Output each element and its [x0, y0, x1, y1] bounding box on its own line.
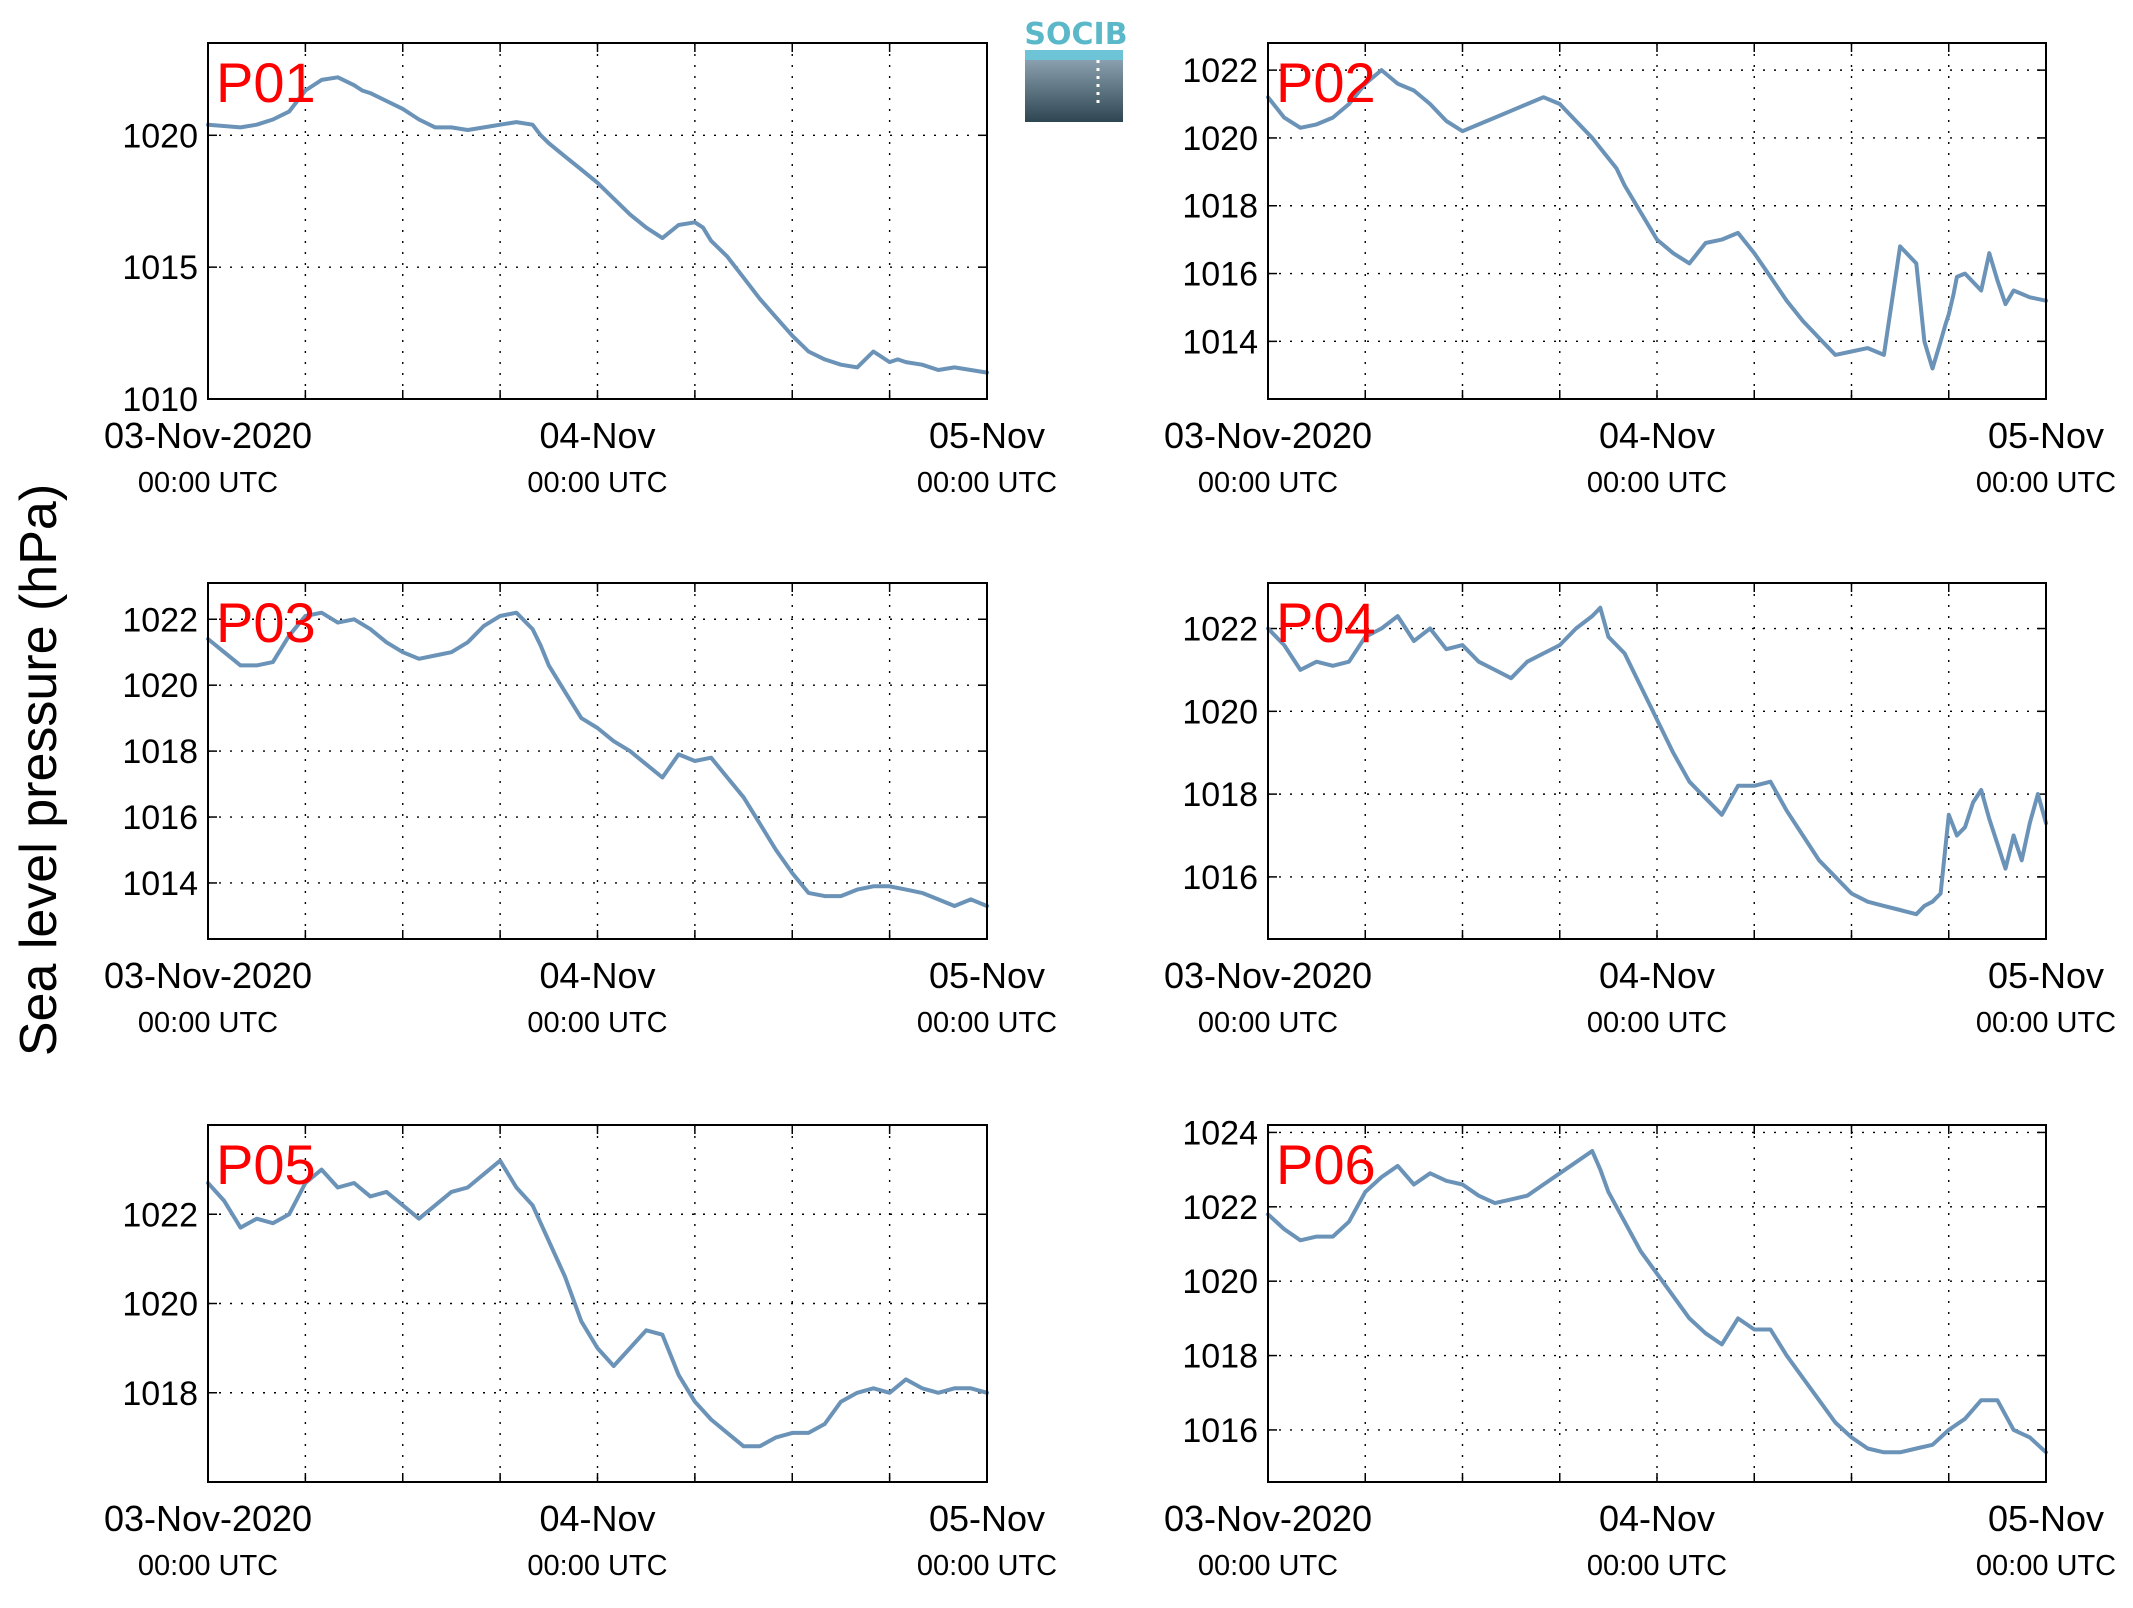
x-tick-label-time: 00:00 UTC — [917, 1007, 1057, 1039]
axes-frame — [1267, 42, 2047, 400]
x-tick-label-time: 00:00 UTC — [917, 1550, 1057, 1582]
y-tick-label: 1016 — [1182, 1412, 1258, 1450]
panel-p03: 1014 1016 1018 1020 1022 03-Nov-2020 00:00 UTC… — [104, 582, 1057, 1039]
x-tick-label-time: 00:00 UTC — [138, 1007, 278, 1039]
axes-frame — [1267, 1124, 2047, 1483]
x-tick-label-time: 00:00 UTC — [1976, 1550, 2116, 1582]
y-tick-label: 1022 — [1182, 52, 1258, 90]
x-tick-label-date: 04-Nov — [1599, 955, 1715, 996]
panel-p06: 1016 1018 1020 1022 1024 03-Nov-2020 00:00 UTC… — [1164, 1114, 2116, 1582]
x-tick-label-date: 03-Nov-2020 — [1164, 415, 1372, 456]
y-tick-label: 1018 — [1182, 188, 1258, 226]
x-tick-label-date: 03-Nov-2020 — [1164, 955, 1372, 996]
x-tick-label-time: 00:00 UTC — [1587, 467, 1727, 499]
y-tick-label: 1024 — [1182, 1114, 1258, 1152]
x-tick-label-time: 00:00 UTC — [1587, 1007, 1727, 1039]
y-tick-label: 1016 — [1182, 256, 1258, 294]
x-tick-label-time: 00:00 UTC — [138, 1550, 278, 1582]
y-tick-label: 1014 — [1182, 323, 1258, 361]
panel-label-p06: P06 — [1276, 1133, 1376, 1196]
y-tick-label: 1016 — [122, 799, 198, 837]
x-tick-label-time: 00:00 UTC — [1198, 1007, 1338, 1039]
series-line-p06 — [1266, 1149, 2048, 1455]
x-tick-label-date: 05-Nov — [1988, 955, 2104, 996]
socib-logo-text: SOCIB — [1024, 17, 1127, 52]
y-tick-label: 1018 — [1182, 776, 1258, 814]
series-line-p03 — [206, 610, 989, 908]
socib-logo: SOCIB — [1024, 17, 1128, 122]
socib-logo-block — [1025, 60, 1123, 122]
axes-frame — [207, 582, 988, 940]
y-tick-label: 1022 — [1182, 611, 1258, 649]
panel-label-p03: P03 — [216, 591, 316, 654]
y-tick-label: 1020 — [1182, 693, 1258, 731]
x-tick-label-date: 05-Nov — [1988, 1498, 2104, 1539]
x-tick-label-time: 00:00 UTC — [527, 1550, 667, 1582]
y-tick-label: 1020 — [1182, 120, 1258, 158]
y-tick-label: 1020 — [1182, 1263, 1258, 1301]
y-tick-label: 1018 — [122, 733, 198, 771]
y-tick-label: 1020 — [122, 117, 198, 155]
x-tick-label-time: 00:00 UTC — [1198, 467, 1338, 499]
y-tick-label: 1022 — [122, 601, 198, 639]
x-tick-label-date: 04-Nov — [539, 1498, 655, 1539]
y-tick-label: 1018 — [122, 1375, 198, 1413]
x-tick-label-date: 04-Nov — [1599, 415, 1715, 456]
x-tick-label-time: 00:00 UTC — [1976, 1007, 2116, 1039]
panel-p01: 1010 1015 1020 03-Nov-2020 00:00 UTC 04-Nov 00… — [104, 42, 1057, 499]
axes-frame — [207, 1124, 988, 1483]
panel-p02: 1014 1016 1018 1020 1022 03-Nov-2020 00:00 UTC… — [1164, 42, 2116, 499]
panel-label-p01: P01 — [216, 51, 316, 114]
y-tick-label: 1022 — [122, 1196, 198, 1234]
x-tick-label-time: 00:00 UTC — [917, 467, 1057, 499]
x-tick-label-time: 00:00 UTC — [527, 467, 667, 499]
panel-label-p04: P04 — [1276, 591, 1376, 654]
x-tick-label-date: 04-Nov — [1599, 1498, 1715, 1539]
panel-label-p05: P05 — [216, 1133, 316, 1196]
panel-p04: 1016 1018 1020 1022 03-Nov-2020 00:00 UTC 04-N… — [1164, 582, 2116, 1039]
series-line-p02 — [1266, 68, 2048, 371]
x-tick-label-date: 03-Nov-2020 — [1164, 1498, 1372, 1539]
x-tick-label-time: 00:00 UTC — [138, 467, 278, 499]
axes-frame — [1267, 582, 2047, 940]
x-tick-label-date: 03-Nov-2020 — [104, 1498, 312, 1539]
series-line-p01 — [206, 75, 989, 375]
x-tick-label-date: 05-Nov — [929, 955, 1045, 996]
x-tick-label-time: 00:00 UTC — [1198, 1550, 1338, 1582]
series-line-p04 — [1266, 605, 2048, 917]
x-tick-label-date: 03-Nov-2020 — [104, 955, 312, 996]
y-tick-label: 1018 — [1182, 1338, 1258, 1376]
socib-logo-wave — [1025, 50, 1123, 60]
panel-label-p02: P02 — [1276, 51, 1376, 114]
x-tick-label-time: 00:00 UTC — [1587, 1550, 1727, 1582]
y-tick-label: 1020 — [122, 1286, 198, 1324]
x-tick-label-date: 05-Nov — [929, 415, 1045, 456]
axes-frame — [207, 42, 988, 400]
y-tick-label: 1010 — [122, 381, 198, 419]
y-tick-label: 1022 — [1182, 1189, 1258, 1227]
y-axis-label: Sea level pressure (hPa) — [10, 484, 68, 1056]
x-tick-label-time: 00:00 UTC — [1976, 467, 2116, 499]
x-tick-label-date: 04-Nov — [539, 955, 655, 996]
x-tick-label-date: 05-Nov — [929, 1498, 1045, 1539]
y-tick-label: 1014 — [122, 865, 198, 903]
y-tick-label: 1020 — [122, 667, 198, 705]
x-tick-label-date: 03-Nov-2020 — [104, 415, 312, 456]
x-tick-label-date: 05-Nov — [1988, 415, 2104, 456]
series-line-p05 — [206, 1158, 989, 1449]
y-tick-label: 1016 — [1182, 859, 1258, 897]
x-tick-label-date: 04-Nov — [539, 415, 655, 456]
x-tick-label-time: 00:00 UTC — [527, 1007, 667, 1039]
y-tick-label: 1015 — [122, 249, 198, 287]
panel-p05: 1018 1020 1022 03-Nov-2020 00:00 UTC 04-Nov 00… — [104, 1124, 1057, 1582]
